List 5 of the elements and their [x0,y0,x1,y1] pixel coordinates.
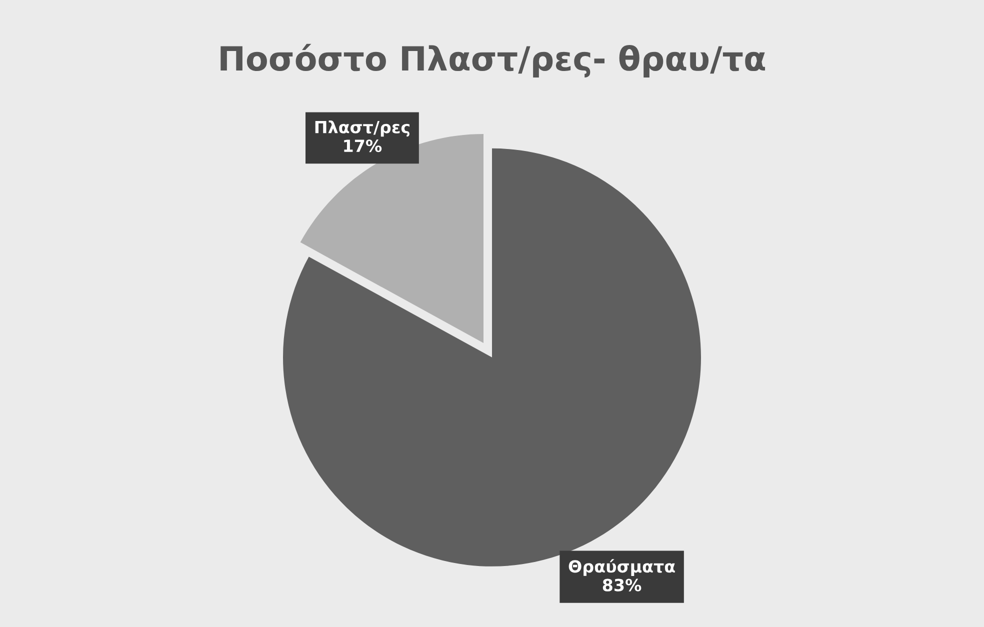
slice-label: Πλαστ/ρες [315,120,410,137]
data-label: 17% [344,139,382,152]
slice-label: Θραύσματα [568,559,675,576]
data-label: 83% [602,578,642,592]
chart-title: Ποσόστο Πλαστ/ρες- θραυ/τα [220,44,766,78]
